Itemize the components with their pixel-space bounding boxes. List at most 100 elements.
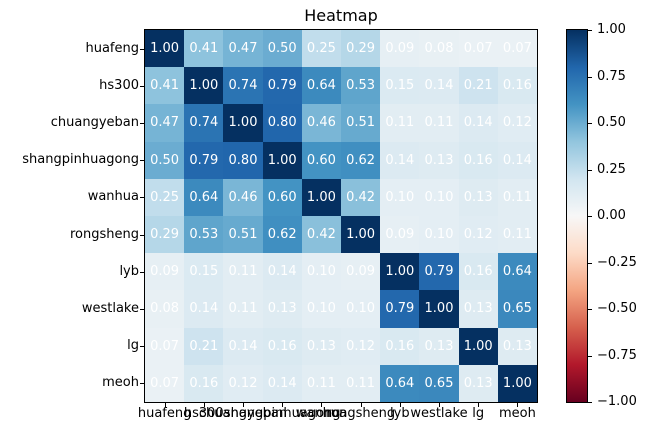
heatmap-cell: 0.10 xyxy=(419,216,459,254)
heatmap-cell: 0.11 xyxy=(497,216,537,254)
y-tick-label: hs300 xyxy=(99,77,139,93)
heatmap-cell: 0.29 xyxy=(145,216,185,254)
axis-tick xyxy=(588,76,592,78)
heatmap-grid: 1.00 0.41 0.47 0.50 0.25 0.29 0.09 0.08 0.07 0.07… xyxy=(144,29,538,403)
axis-tick xyxy=(140,271,144,273)
heatmap-cell: 0.51 xyxy=(341,104,381,142)
heatmap-cell: 0.41 xyxy=(184,30,224,68)
heatmap-cell: 0.11 xyxy=(497,178,537,216)
axis-tick xyxy=(140,309,144,310)
heatmap-cell: 0.16 xyxy=(458,141,498,179)
heatmap-cell: 0.65 xyxy=(497,290,537,328)
colorbar-tick-label: −0.50 xyxy=(597,301,637,316)
heatmap-cell: 0.14 xyxy=(497,141,537,179)
axis-tick xyxy=(588,402,592,403)
heatmap-cell: 1.00 xyxy=(458,327,498,365)
heatmap-cell: 0.29 xyxy=(341,30,381,68)
y-tick-label: huafeng xyxy=(85,40,139,56)
colorbar-tick-label: 0.50 xyxy=(597,115,626,130)
heatmap-cell: 0.79 xyxy=(262,67,302,105)
heatmap-cell: 0.50 xyxy=(262,30,302,68)
heatmap-cell: 0.07 xyxy=(145,364,185,402)
heatmap-cell: 0.53 xyxy=(341,67,381,105)
colorbar-tick-label: 1.00 xyxy=(597,22,626,37)
axis-tick xyxy=(588,309,592,310)
heatmap-cell: 0.74 xyxy=(223,67,263,105)
x-tick-label: shangpinhuagong xyxy=(223,406,341,421)
heatmap-cell: 0.14 xyxy=(184,290,224,328)
heatmap-cell: 0.09 xyxy=(380,30,420,68)
heatmap-cell: 0.14 xyxy=(262,253,302,291)
x-tick-label: wanhua xyxy=(295,406,348,421)
axis-tick xyxy=(140,197,144,199)
heatmap-cell: 0.11 xyxy=(223,290,263,328)
heatmap-cell: 0.11 xyxy=(419,104,459,142)
axis-tick xyxy=(588,262,592,264)
heatmap-cell: 0.09 xyxy=(380,216,420,254)
heatmap-cell: 1.00 xyxy=(184,67,224,105)
colorbar-tick-label: 0.00 xyxy=(597,208,626,223)
axis-tick xyxy=(588,123,592,124)
y-tick-label: shangpinhuagong xyxy=(22,152,139,168)
axis-tick xyxy=(140,160,144,162)
axis-tick xyxy=(360,403,362,407)
heatmap-cell: 0.80 xyxy=(223,141,263,179)
heatmap-cell: 0.62 xyxy=(341,141,381,179)
y-tick-label: lyb xyxy=(119,263,139,279)
heatmap-cell: 0.16 xyxy=(458,253,498,291)
colorbar-tick-label: −1.00 xyxy=(597,394,637,409)
heatmap-cell: 0.15 xyxy=(380,67,420,105)
axis-tick xyxy=(140,123,144,124)
x-tick-label: huafeng xyxy=(137,406,192,421)
heatmap-cell: 0.46 xyxy=(301,104,341,142)
heatmap-cell: 0.16 xyxy=(380,327,420,365)
heatmap-cell: 1.00 xyxy=(380,253,420,291)
y-tick-label: rongsheng xyxy=(69,226,139,242)
heatmap-cell: 0.13 xyxy=(301,327,341,365)
heatmap-cell: 0.14 xyxy=(419,67,459,105)
x-tick-label: lg xyxy=(472,406,485,421)
heatmap-cell: 0.13 xyxy=(458,364,498,402)
y-tick-label: westlake xyxy=(81,301,139,316)
y-tick-label: wanhua xyxy=(87,189,139,205)
axis-tick xyxy=(517,403,519,407)
heatmap-cell: 0.74 xyxy=(184,104,224,142)
heatmap-cell: 0.11 xyxy=(223,253,263,291)
heatmap-cell: 0.65 xyxy=(419,364,459,402)
axis-tick xyxy=(439,403,440,407)
heatmap-cell: 0.13 xyxy=(419,327,459,365)
axis-tick xyxy=(140,346,144,348)
heatmap-cell: 1.00 xyxy=(145,30,185,68)
heatmap-cell: 0.64 xyxy=(497,253,537,291)
heatmap-cell: 0.09 xyxy=(341,253,381,291)
heatmap-cell: 0.12 xyxy=(458,216,498,254)
heatmap-cell: 0.41 xyxy=(145,67,185,105)
heatmap-cell: 0.62 xyxy=(262,216,302,254)
heatmap-cell: 0.79 xyxy=(380,290,420,328)
heatmap-cell: 0.42 xyxy=(301,216,341,254)
heatmap-cell: 0.16 xyxy=(184,364,224,402)
colorbar xyxy=(566,29,588,403)
axis-tick xyxy=(140,85,144,87)
heatmap-cell: 0.16 xyxy=(497,67,537,105)
heatmap-cell: 0.11 xyxy=(380,104,420,142)
heatmap-cell: 0.07 xyxy=(145,327,185,365)
heatmap-cell: 1.00 xyxy=(341,216,381,254)
heatmap-cell: 0.12 xyxy=(497,104,537,142)
heatmap-cell: 0.16 xyxy=(262,327,302,365)
heatmap-cell: 0.25 xyxy=(145,178,185,216)
axis-tick xyxy=(588,355,592,357)
heatmap-cell: 0.79 xyxy=(184,141,224,179)
axis-tick xyxy=(588,216,592,217)
heatmap-cell: 1.00 xyxy=(419,290,459,328)
heatmap-cell: 0.10 xyxy=(341,290,381,328)
heatmap-cell: 0.53 xyxy=(184,216,224,254)
axis-tick xyxy=(164,403,166,407)
heatmap-cell: 0.10 xyxy=(301,290,341,328)
chart-title: Heatmap xyxy=(304,6,378,25)
heatmap-cell: 0.47 xyxy=(223,30,263,68)
axis-tick xyxy=(140,48,144,50)
y-tick-label: lg xyxy=(127,338,139,354)
heatmap-cell: 0.08 xyxy=(419,30,459,68)
heatmap-cell: 0.51 xyxy=(223,216,263,254)
